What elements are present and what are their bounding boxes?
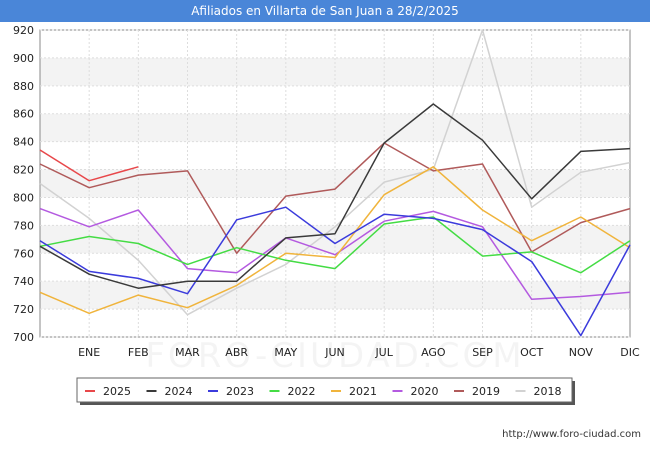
- x-tick-label: FEB: [128, 346, 149, 359]
- legend-box: [76, 377, 573, 403]
- legend: 2025 2024 2023 2022 2021 2020 2019 2018: [76, 377, 575, 405]
- legend-label-2022: 2022: [288, 385, 316, 398]
- series-line-2021: [39, 166, 631, 315]
- y-tick-label: 920: [13, 24, 34, 37]
- x-tick-label: MAY: [274, 346, 297, 359]
- series-line-2025: [39, 149, 139, 182]
- watermark: FORO-CIUDAD.COM: [145, 336, 524, 376]
- x-tick-label: DIC: [620, 346, 640, 359]
- y-tick-label: 860: [13, 108, 34, 121]
- y-tick-label: 700: [13, 331, 34, 344]
- legend-label-2020: 2020: [411, 385, 439, 398]
- x-tick-label: OCT: [520, 346, 543, 359]
- series-line-2022: [39, 216, 631, 274]
- x-tick-label: SEP: [472, 346, 493, 359]
- x-tick-label: JUL: [374, 346, 393, 359]
- legend-label-2021: 2021: [349, 385, 377, 398]
- y-tick-label: 740: [13, 275, 34, 288]
- y-tick-label: 800: [13, 191, 34, 204]
- x-axis-ticks: ENE FEB MAR ABR MAY JUN JUL AGO SEP OCT NOV DIC: [78, 346, 640, 359]
- grid-lines: [40, 29, 630, 338]
- x-tick-label: ENE: [78, 346, 100, 359]
- x-tick-label: NOV: [569, 346, 594, 359]
- y-tick-label: 900: [13, 52, 34, 65]
- y-tick-label: 840: [13, 136, 34, 149]
- legend-label-2023: 2023: [226, 385, 254, 398]
- series-line-2023: [39, 206, 631, 337]
- series-line-2018: [39, 29, 631, 316]
- legend-label-2019: 2019: [472, 385, 500, 398]
- y-tick-label: 760: [13, 247, 34, 260]
- y-tick-label: 720: [13, 303, 34, 316]
- legend-label-2025: 2025: [103, 385, 131, 398]
- series-line-2024: [39, 103, 631, 289]
- x-tick-label: JUN: [324, 346, 345, 359]
- series-line-2020: [39, 207, 631, 301]
- legend-label-2018: 2018: [534, 385, 562, 398]
- y-tick-label: 820: [13, 164, 34, 177]
- chart-title: Afiliados en Villarta de San Juan a 28/2…: [0, 0, 650, 22]
- y-axis-ticks: 700 720 740 760 780 800 820 840 860 880 900 920: [13, 24, 34, 344]
- legend-label-2024: 2024: [165, 385, 193, 398]
- x-tick-label: ABR: [225, 346, 248, 359]
- x-tick-label: AGO: [421, 346, 446, 359]
- x-tick-label: MAR: [175, 346, 200, 359]
- series-lines: [39, 29, 631, 337]
- y-tick-label: 880: [13, 80, 34, 93]
- source-credit: http://www.foro-ciudad.com: [502, 429, 641, 440]
- y-tick-label: 780: [13, 219, 34, 232]
